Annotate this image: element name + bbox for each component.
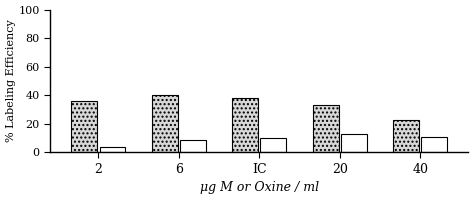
Bar bbox=[100, 147, 125, 152]
Bar bbox=[180, 140, 206, 152]
Bar bbox=[341, 134, 367, 152]
Bar bbox=[393, 120, 419, 152]
Bar bbox=[313, 105, 338, 152]
Bar bbox=[232, 98, 258, 152]
Bar bbox=[421, 137, 447, 152]
Bar bbox=[261, 138, 286, 152]
Bar bbox=[152, 95, 178, 152]
X-axis label: μg M or Oxine / ml: μg M or Oxine / ml bbox=[200, 181, 319, 194]
Bar bbox=[72, 101, 97, 152]
Y-axis label: % Labeling Efficiency: % Labeling Efficiency bbox=[6, 20, 16, 142]
